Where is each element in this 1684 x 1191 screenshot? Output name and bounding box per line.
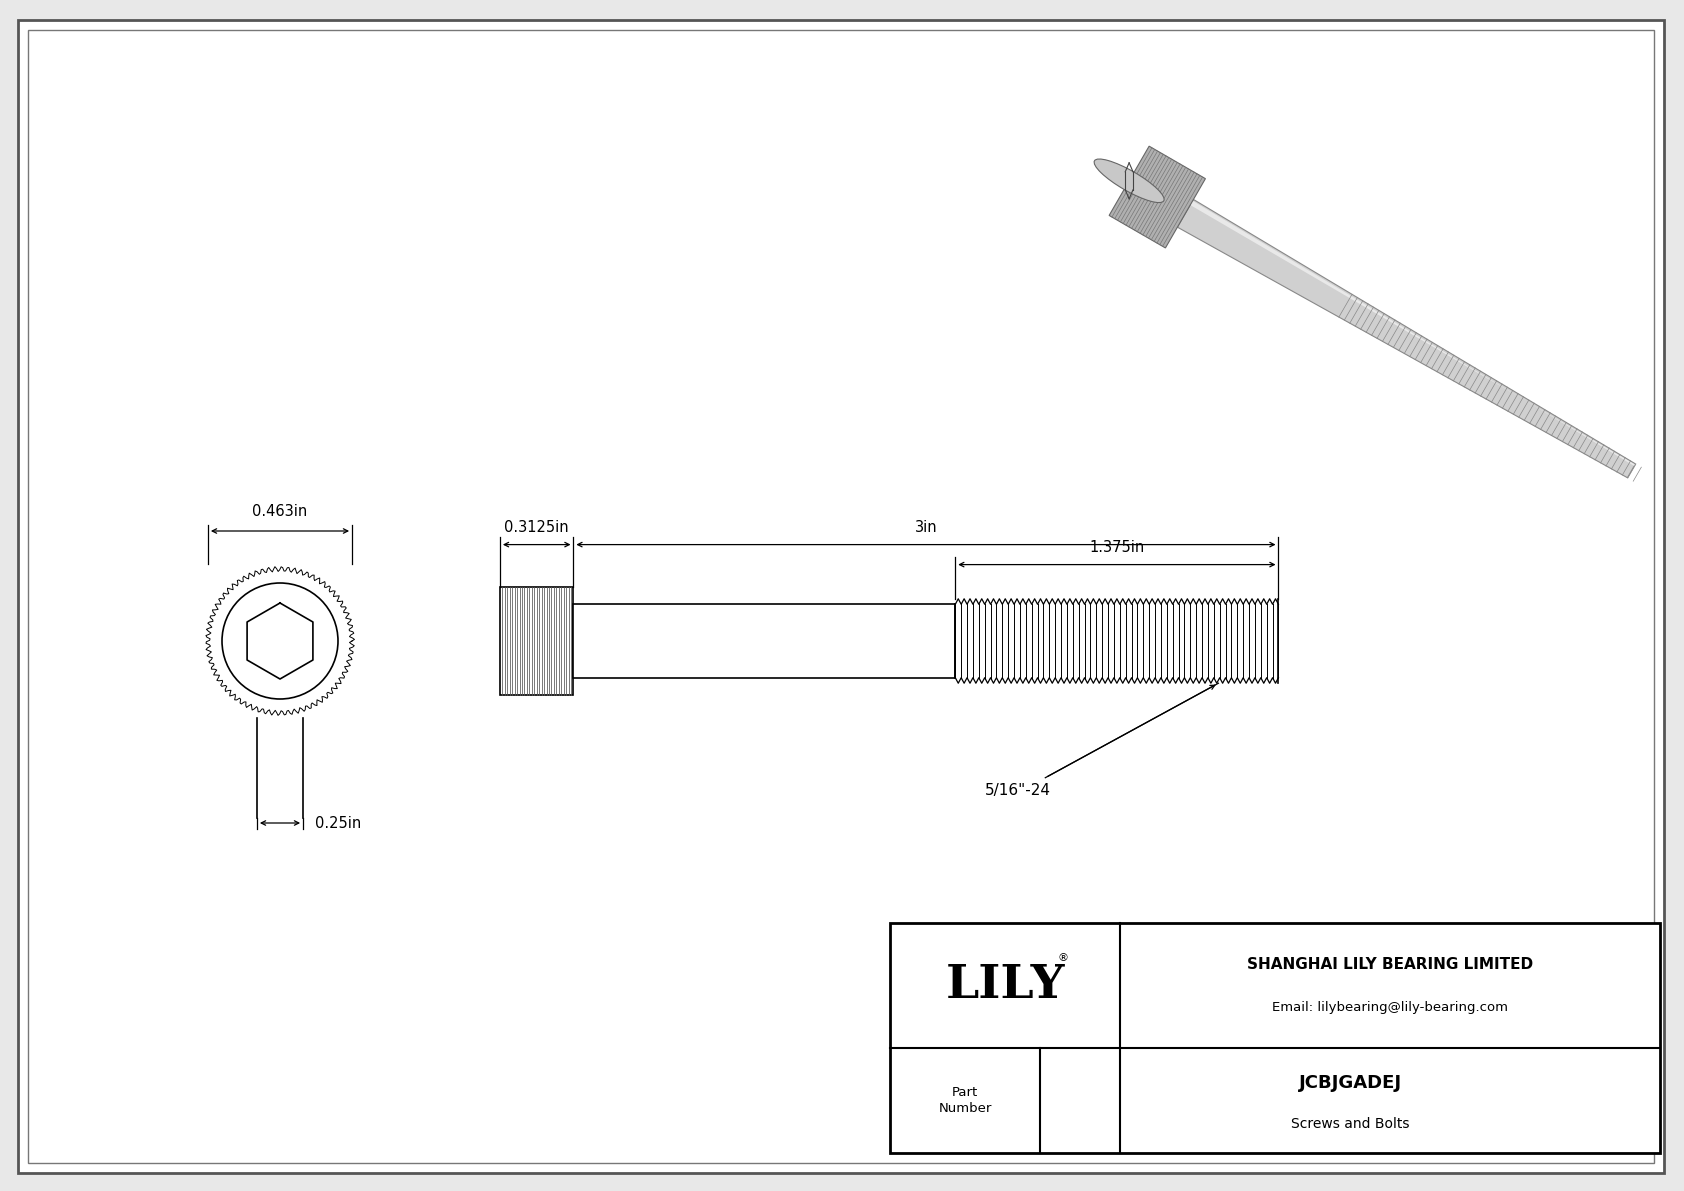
Text: JCBJGADEJ: JCBJGADEJ [1298, 1073, 1401, 1092]
Text: 0.3125in: 0.3125in [505, 519, 569, 535]
Bar [500, 587, 574, 696]
Text: Screws and Bolts: Screws and Bolts [1290, 1117, 1410, 1130]
Text: Email: lilybearing@lily-bearing.com: Email: lilybearing@lily-bearing.com [1271, 1002, 1507, 1015]
Text: 1.375in: 1.375in [1090, 540, 1145, 555]
Text: 0.463in: 0.463in [253, 504, 308, 519]
Ellipse shape [1095, 160, 1164, 202]
Polygon shape [1177, 199, 1635, 478]
Text: 3in: 3in [914, 519, 938, 535]
Text: 5/16"-24: 5/16"-24 [985, 782, 1051, 798]
Polygon shape [1191, 201, 1635, 466]
Bar [891, 923, 1660, 1153]
Bar [574, 604, 955, 678]
Text: ®: ® [1058, 953, 1069, 964]
Text: Part
Number: Part Number [938, 1086, 992, 1115]
Polygon shape [1110, 146, 1206, 248]
Text: LILY: LILY [945, 962, 1064, 1009]
Text: SHANGHAI LILY BEARING LIMITED: SHANGHAI LILY BEARING LIMITED [1246, 956, 1532, 972]
Text: 0.25in: 0.25in [315, 816, 362, 830]
